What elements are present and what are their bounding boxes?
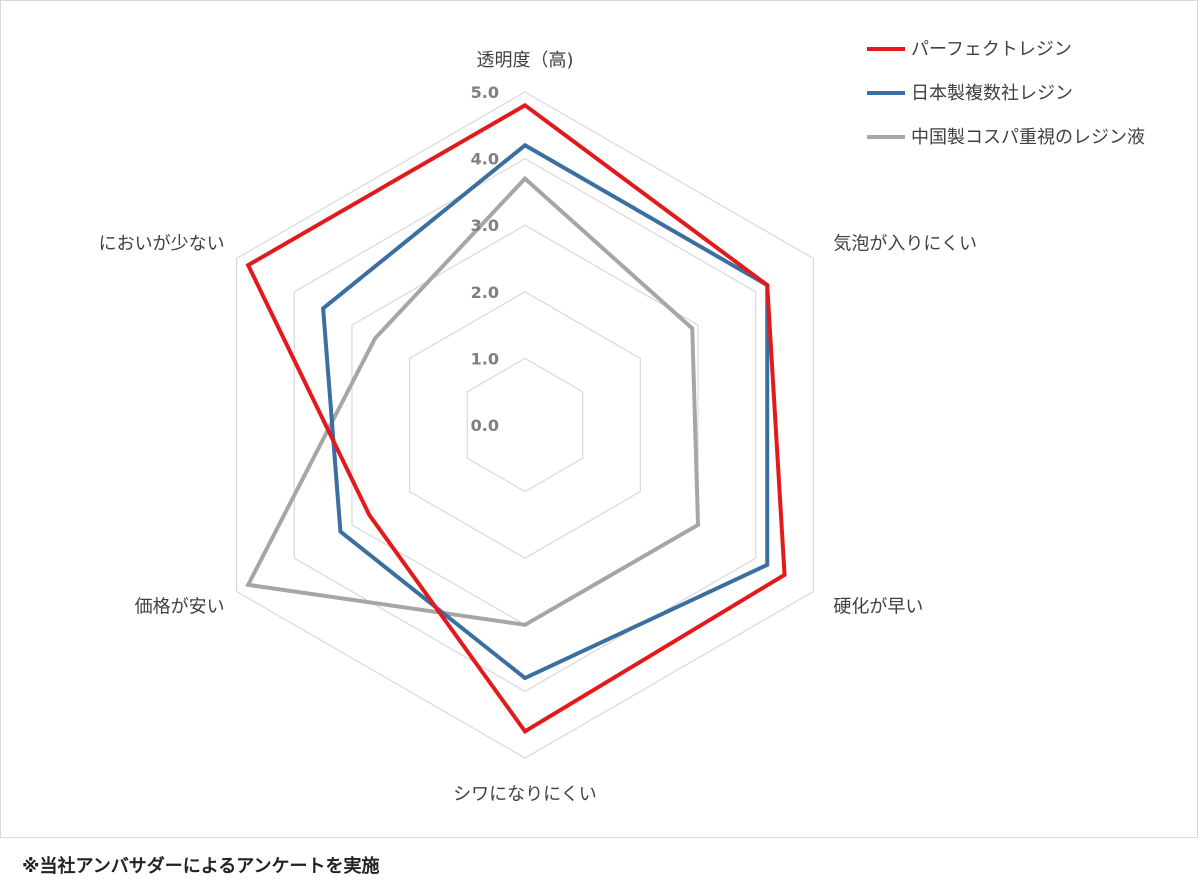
grid-ring — [466, 357, 584, 493]
tick-label: 0.0 — [471, 416, 499, 435]
tick-label: 3.0 — [471, 216, 499, 235]
series-line-パーフェクトレジン — [245, 102, 787, 735]
axis-label: 透明度（高) — [476, 50, 573, 71]
axis-label: においが少ない — [99, 234, 225, 255]
chart-frame: 0.0 1.0 2.0 3.0 4.0 5.0 透明度（高) 気泡が入りにくい 硬化が早いシワ… — [0, 0, 1198, 838]
footnote: ※当社アンバサダーによるアンケートを実施 — [22, 856, 380, 877]
legend-label: 日本製複数社レジン — [911, 83, 1073, 104]
axis-label: シワになりにくい — [453, 784, 597, 805]
grid-ring — [409, 291, 641, 559]
tick-label: 5.0 — [471, 83, 499, 102]
series-line-日本製複数社レジン — [321, 142, 770, 681]
axis-label: 気泡が入りにくい — [833, 234, 977, 255]
grid-ring — [236, 91, 814, 759]
tick-label: 1.0 — [471, 349, 499, 368]
axis-label: 価格が安い — [135, 597, 225, 618]
radar-chart: 0.0 1.0 2.0 3.0 4.0 5.0 透明度（高) 気泡が入りにくい硬化が早いシワ… — [99, 39, 1145, 805]
series-line-中国製コスパ重視のレジン液 — [245, 175, 701, 627]
legend-label: パーフェクトレジン — [911, 39, 1072, 60]
grid-ring — [293, 157, 757, 693]
axis-label: 硬化が早い — [833, 597, 923, 618]
tick-label: 4.0 — [471, 150, 499, 169]
legend-label: 中国製コスパ重視のレジン液 — [911, 127, 1145, 148]
tick-label: 2.0 — [471, 283, 499, 302]
